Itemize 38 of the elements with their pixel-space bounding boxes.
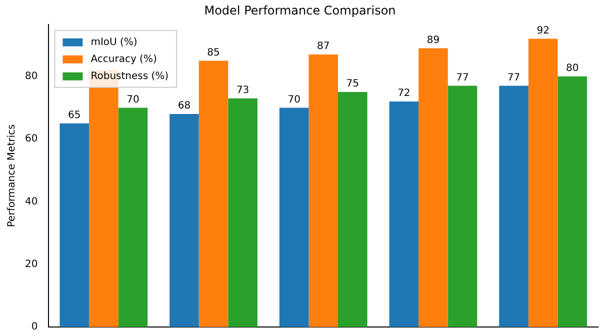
legend-label: Robustness (%) — [90, 70, 169, 82]
data-label: 85 — [207, 47, 220, 58]
bar — [418, 48, 448, 327]
data-label: 80 — [566, 62, 579, 74]
bar — [60, 123, 90, 327]
y-tick-label: 0 — [31, 322, 38, 333]
data-label: 65 — [68, 110, 81, 121]
bar — [279, 108, 309, 327]
bar — [170, 114, 199, 327]
bar — [558, 76, 588, 327]
data-label: 72 — [398, 88, 410, 100]
legend-label: Accuracy (%) — [90, 54, 157, 65]
bar — [228, 98, 258, 327]
y-tick-label: 80 — [24, 70, 38, 82]
bar — [448, 86, 478, 327]
data-label: 89 — [426, 34, 440, 46]
data-label: 75 — [346, 78, 360, 90]
data-label: 70 — [288, 94, 300, 106]
bar — [338, 92, 368, 327]
bar — [198, 60, 228, 327]
y-tick-label: 40 — [24, 196, 38, 208]
y-axis-title: Performance Metrics — [6, 124, 18, 228]
data-label: 70 — [126, 94, 140, 106]
data-label: 92 — [536, 25, 550, 36]
bar — [499, 86, 528, 327]
data-label: 77 — [456, 72, 469, 84]
data-label: 87 — [316, 41, 330, 52]
data-label: 77 — [507, 72, 520, 84]
legend-label: mIoU (%) — [90, 36, 138, 48]
bar — [528, 38, 558, 327]
bar — [308, 54, 338, 327]
chart-title: Model Performance Comparison — [204, 3, 396, 18]
data-label: 68 — [178, 100, 191, 112]
y-tick-label: 60 — [24, 134, 38, 145]
bar — [389, 101, 419, 327]
data-label: 73 — [236, 84, 250, 96]
bar — [118, 108, 148, 327]
y-tick-label: 20 — [24, 258, 38, 270]
